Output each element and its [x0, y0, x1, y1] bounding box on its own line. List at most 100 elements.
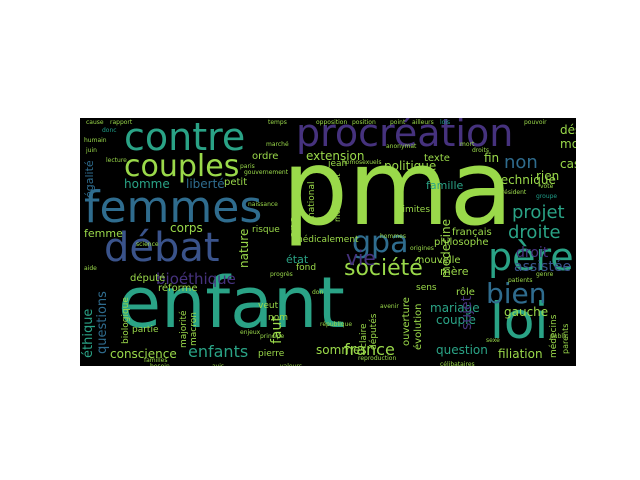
word-don: don	[312, 289, 324, 296]
word-genre: genre	[536, 271, 554, 278]
word-enfants: enfants	[188, 342, 249, 361]
word-corps: corps	[170, 221, 203, 235]
word-reforme: réforme	[158, 283, 198, 294]
word-national: national	[307, 181, 317, 218]
word-enfant: enfant	[118, 262, 345, 344]
word-sommes: sommes	[316, 343, 367, 357]
word-sexe: sexe	[486, 337, 500, 344]
word-valeurs: valeurs	[280, 364, 302, 367]
word-sens: sens	[416, 283, 437, 293]
word-ouverture: ouverture	[401, 297, 412, 346]
word-ethique: éthique	[81, 308, 96, 358]
word-societe: société	[344, 256, 423, 281]
word-lecture: lecture	[106, 157, 127, 164]
word-avis: avis	[212, 364, 224, 367]
word-couples: couples	[124, 149, 240, 184]
word-fin: fin	[484, 151, 500, 165]
word-couple: couple	[436, 313, 476, 327]
word-loi: loi	[490, 292, 549, 350]
word-aide: aide	[84, 265, 97, 272]
word-droit: droit	[516, 245, 549, 261]
word-paris: paris	[240, 163, 255, 170]
word-philosophe: philosophe	[434, 237, 489, 248]
word-mort: mort	[460, 141, 475, 148]
word-procreation: procréation	[296, 118, 514, 155]
word-cloud: pma enfant contre procréation femmes déb…	[80, 118, 576, 366]
word-monde: monde	[560, 137, 576, 151]
word-humain: humain	[84, 137, 107, 144]
word-debat: débat	[104, 225, 220, 271]
word-veut: veut	[258, 301, 279, 311]
word-majorite: majorité	[179, 310, 189, 348]
word-naissance: naissance	[248, 201, 278, 208]
word-mouvement: mouvement	[333, 173, 342, 222]
word-vote: vote	[540, 183, 554, 190]
word-femmes: femmes	[84, 182, 263, 233]
word-position: position	[352, 119, 376, 126]
word-pma: pma	[282, 127, 514, 249]
word-droite: droite	[508, 222, 561, 243]
word-marche: marché	[266, 141, 289, 148]
word-question: question	[436, 343, 488, 357]
word-homme: homme	[124, 177, 170, 191]
word-ordre: ordre	[252, 151, 279, 162]
word-gauche: gauche	[504, 305, 549, 319]
word-rapport: rapport	[110, 119, 133, 126]
word-public: public	[550, 333, 569, 340]
word-lois: lois	[440, 119, 451, 126]
word-gpa: gpa	[352, 225, 409, 260]
word-juin: juin	[86, 147, 97, 154]
word-anonymat: anonymat	[386, 143, 417, 150]
word-jean: jean	[328, 159, 348, 169]
word-egalite: égalité	[83, 160, 96, 198]
word-nom: nom	[268, 313, 288, 323]
word-role: rôle	[456, 287, 475, 298]
word-celibataires: célibataires	[440, 361, 475, 367]
word-avenir: avenir	[380, 303, 399, 310]
word-origines: origines	[410, 245, 434, 252]
word-risque: risque	[252, 225, 280, 235]
word-mariage: mariage	[430, 301, 480, 315]
word-vie: vie	[346, 246, 376, 270]
word-petit: petit	[224, 177, 248, 188]
word-patients: patients	[508, 277, 533, 284]
word-point: point	[390, 119, 406, 126]
word-fond: fond	[296, 263, 317, 273]
word-besoin: besoin	[150, 364, 170, 367]
word-pierre: pierre	[258, 349, 285, 359]
word-familles: familles	[144, 357, 168, 364]
word-desir: désir	[560, 123, 576, 137]
word-liberte: liberté	[186, 177, 225, 191]
word-non: non	[504, 152, 538, 173]
word-enjeux: enjeux	[240, 329, 261, 336]
word-mere: mère	[440, 265, 469, 278]
word-depute: député	[130, 273, 166, 284]
word-opposition: opposition	[316, 119, 348, 126]
word-sujet: sujet	[459, 295, 475, 330]
word-medicalement: médicalement	[294, 235, 359, 245]
word-republique: république	[320, 321, 353, 328]
word-conscience: conscience	[110, 347, 177, 361]
word-ailleurs: ailleurs	[412, 119, 434, 126]
word-donc: donc	[102, 127, 117, 134]
word-cause: cause	[86, 119, 104, 126]
word-macron: macron	[189, 312, 199, 346]
word-questions: questions	[95, 291, 110, 354]
word-france: france	[344, 340, 395, 359]
word-deputes: députés	[369, 313, 379, 350]
word-rien: rien	[536, 169, 560, 183]
word-claire: claire	[359, 323, 369, 348]
word-ans: ans	[287, 216, 301, 238]
word-nouvelle: nouvelle	[418, 255, 461, 266]
word-temps: temps	[268, 119, 287, 126]
word-francais: français	[452, 227, 492, 238]
word-femme: femme	[84, 227, 123, 240]
word-filiation: filiation	[498, 347, 543, 361]
word-science: science	[136, 241, 159, 248]
word-medecine: médecine	[439, 219, 453, 278]
word-pere: père	[488, 235, 574, 279]
word-biologique: biologique	[121, 297, 131, 344]
word-assistee: assistée	[514, 259, 572, 275]
word-politique: politique	[384, 159, 437, 173]
word-nature: nature	[237, 228, 251, 268]
